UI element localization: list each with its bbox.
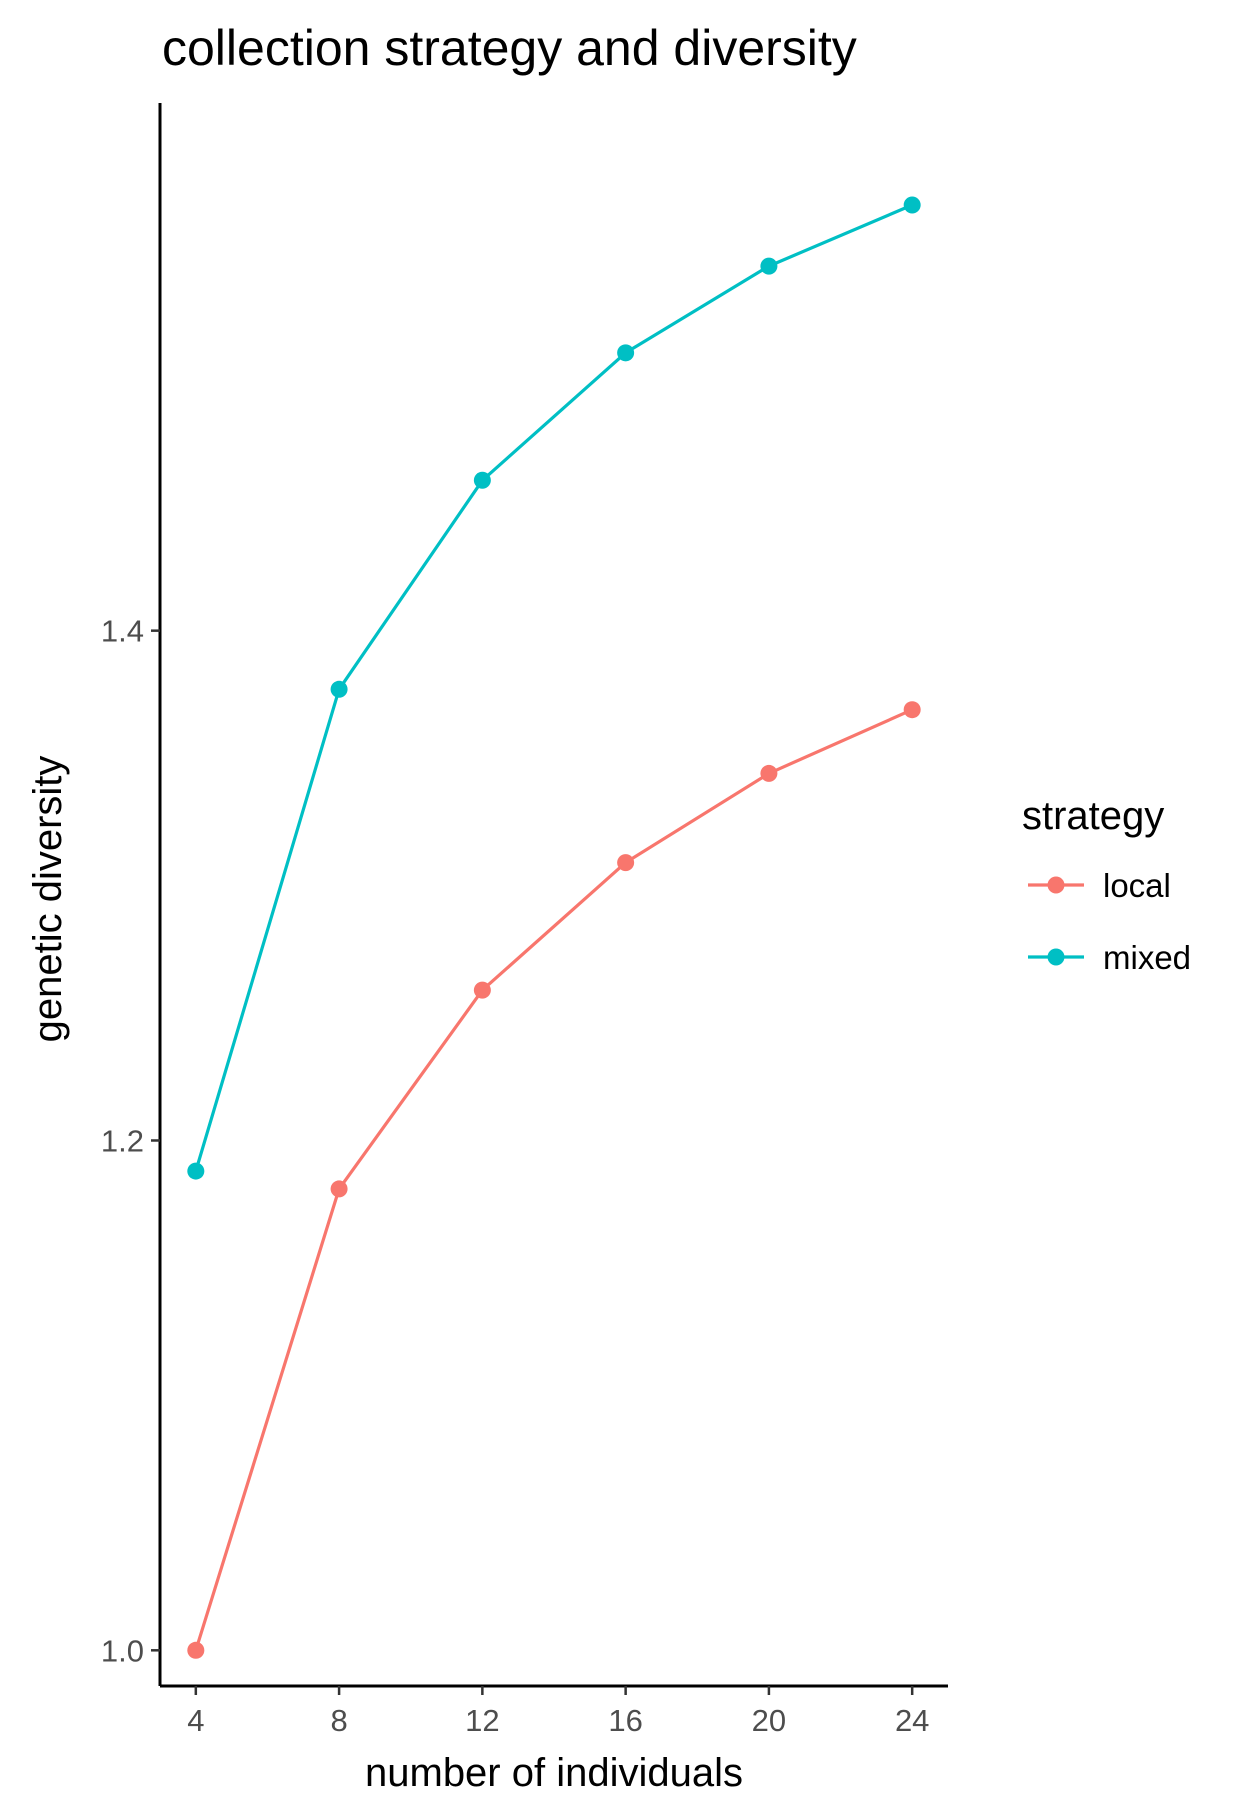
data-point-local	[617, 854, 635, 872]
x-tick-label: 12	[465, 1703, 499, 1738]
x-tick-label: 24	[895, 1703, 929, 1738]
legend-point-local	[1047, 876, 1065, 894]
data-point-mixed	[330, 680, 348, 698]
y-axis-title: genetic diversity	[26, 756, 70, 1043]
x-tick-label: 20	[752, 1703, 786, 1738]
data-point-local	[903, 701, 921, 719]
legend-key-local	[1028, 876, 1084, 894]
data-point-local	[330, 1180, 348, 1198]
legend-title: strategy	[1022, 794, 1164, 838]
data-point-mixed	[187, 1162, 205, 1180]
data-point-local	[760, 764, 778, 782]
legend-label-mixed: mixed	[1103, 939, 1191, 976]
x-tick-label: 16	[608, 1703, 642, 1738]
legend-key-mixed	[1028, 948, 1084, 966]
data-point-local	[473, 981, 491, 999]
y-tick-label: 1.4	[101, 614, 144, 649]
data-point-mixed	[760, 257, 778, 275]
x-tick-label: 4	[187, 1703, 204, 1738]
legend: strategy local mixed	[1022, 794, 1191, 976]
data-point-mixed	[473, 471, 491, 489]
data-point-mixed	[903, 196, 921, 214]
y-tick-label: 1.0	[101, 1633, 144, 1668]
y-axis-ticks: 1.0 1.2 1.4	[101, 614, 160, 1668]
series-line-mixed	[194, 203, 913, 1172]
series-line-local	[194, 708, 913, 1651]
x-axis-title: number of individuals	[365, 1751, 743, 1795]
y-tick-label: 1.2	[101, 1123, 144, 1158]
legend-label-local: local	[1103, 867, 1171, 904]
data-point-local	[187, 1641, 205, 1659]
x-tick-label: 8	[330, 1703, 347, 1738]
data-point-mixed	[617, 344, 635, 362]
plot-area	[187, 196, 921, 1659]
legend-point-mixed	[1047, 948, 1065, 966]
chart-title: collection strategy and diversity	[162, 20, 857, 76]
x-axis-ticks: 4 8 12 16 20 24	[187, 1686, 929, 1738]
